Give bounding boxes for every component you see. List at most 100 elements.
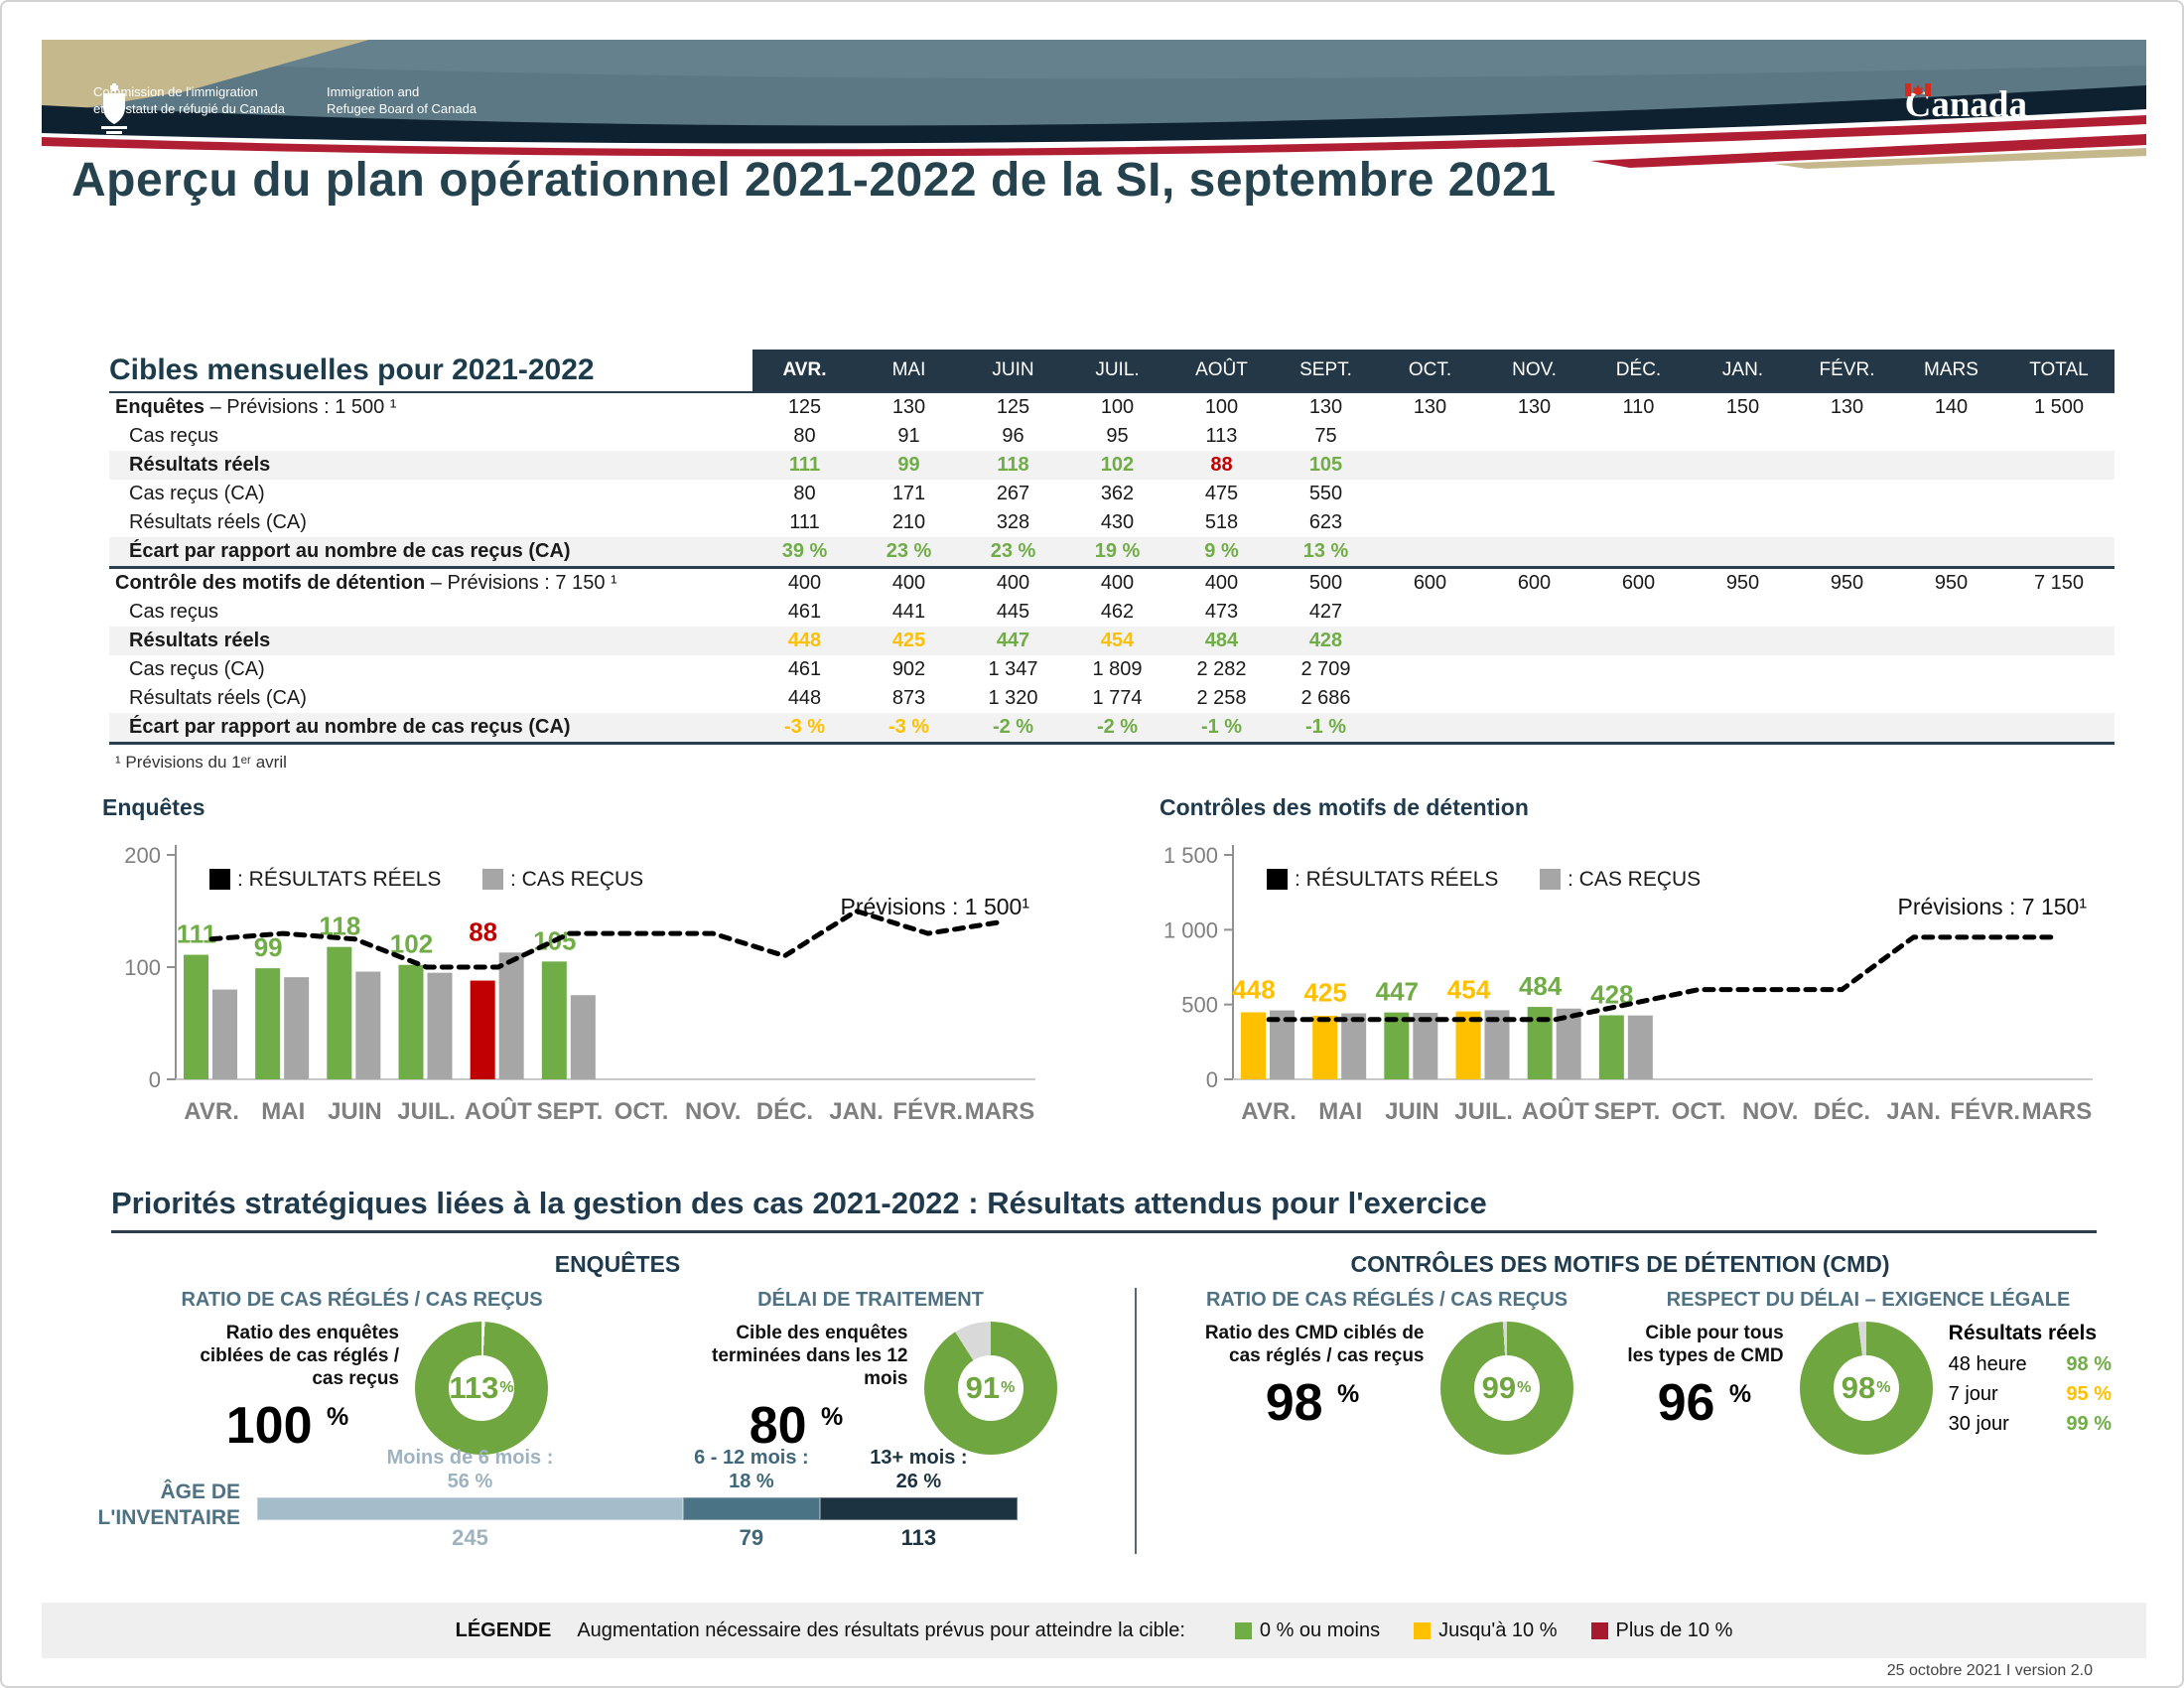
kpi-donut: 91% — [924, 1322, 1057, 1455]
coat-of-arms-icon — [93, 83, 135, 135]
result-row: 7 jour 95 % — [1949, 1383, 2112, 1406]
x-axis-label: SEPT. — [537, 1098, 604, 1125]
x-axis-label: AVR. — [184, 1098, 239, 1125]
table-cell: 99 — [857, 454, 961, 477]
legend-swatch — [209, 869, 230, 890]
cmd-chart-title: Contrôles des motifs de détention — [1160, 794, 2107, 821]
age-segment-count: 113 — [901, 1525, 937, 1551]
table-row: Enquêtes – Prévisions : 1 500 ¹125130125… — [109, 393, 2115, 422]
table-cell: 448 — [752, 687, 857, 710]
table-cell: 113 — [1169, 425, 1274, 448]
table-row: Résultats réels (CA)111210328430518623 — [109, 508, 2115, 537]
table-cell: 427 — [1274, 601, 1378, 624]
table-cell: 140 — [1899, 396, 2003, 419]
table-cell: 80 — [752, 425, 857, 448]
table-cell: 473 — [1169, 601, 1274, 624]
kpi-respect-delai: RESPECT DU DÉLAI – EXIGENCE LÉGALE Cible… — [1625, 1289, 2112, 1455]
table-cell: 130 — [1795, 396, 1899, 419]
table-cell: 210 — [857, 511, 961, 534]
table-cell: 600 — [1378, 572, 1482, 595]
age-stacked-bar — [257, 1497, 1018, 1520]
table-cell: 441 — [857, 601, 961, 624]
age-label-line2: L'INVENTAIRE — [91, 1505, 240, 1531]
legend-label: : RÉSULTATS RÉELS — [237, 868, 441, 891]
y-tick-label: 0 — [149, 1067, 161, 1092]
row-label: Résultats réels (CA) — [109, 687, 752, 710]
result-row: 30 jour 99 % — [1949, 1413, 2112, 1436]
table-cell: 400 — [1065, 572, 1169, 595]
kpi-description: Cible pour tous les types de CMD — [1625, 1322, 1784, 1367]
row-label: Résultats réels (CA) — [109, 511, 752, 534]
table-row: Cas reçus (CA)4619021 3471 8092 2822 709 — [109, 655, 2115, 684]
table-cell: 171 — [857, 483, 961, 505]
table-cell: 454 — [1065, 630, 1169, 652]
y-tick-label: 0 — [1206, 1067, 1218, 1092]
received-bar — [212, 990, 237, 1079]
row-label: Contrôle des motifs de détention – Prévi… — [109, 572, 752, 595]
table-cell: 105 — [1274, 454, 1378, 477]
month-header: DÉC. — [1586, 350, 1691, 391]
x-axis-label: MARS — [965, 1098, 1035, 1125]
table-cell: 1 347 — [961, 658, 1065, 681]
month-header: JAN. — [1691, 350, 1795, 391]
result-bar — [471, 981, 495, 1079]
legend-item: Jusqu'à 10 % — [1414, 1619, 1557, 1642]
table-cell: 873 — [857, 687, 961, 710]
cmd-results-list: Résultats réels 48 heure 98 % 7 jour 95 … — [1949, 1322, 2112, 1443]
table-cell: 1 774 — [1065, 687, 1169, 710]
received-bar — [284, 977, 309, 1079]
row-label: Écart par rapport au nombre de cas reçus… — [109, 716, 752, 739]
kpi-donut: 98% — [1800, 1322, 1933, 1455]
group-divider — [1135, 1288, 1137, 1554]
row-label: Résultats réels — [109, 454, 752, 477]
result-value: 98 % — [2066, 1353, 2112, 1376]
legend-item-label: Plus de 10 % — [1616, 1619, 1733, 1642]
row-label: Enquêtes – Prévisions : 1 500 ¹ — [109, 396, 752, 419]
age-segment-count: 79 — [740, 1525, 763, 1551]
table-cell: 445 — [961, 601, 1065, 624]
kpi-target: 98 % — [1201, 1373, 1425, 1433]
kpi-donut-value: 99% — [1440, 1322, 1573, 1455]
x-axis-label: OCT. — [1672, 1098, 1726, 1125]
table-cell: 111 — [752, 454, 857, 477]
table-cell: 96 — [961, 425, 1065, 448]
row-label-bold: Enquêtes — [115, 396, 205, 418]
result-bar — [1241, 1013, 1266, 1079]
age-segment-count: 245 — [452, 1525, 488, 1551]
result-bar — [1599, 1016, 1624, 1079]
version-footer: 25 octobre 2021 I version 2.0 — [1887, 1662, 2093, 1680]
priorities-title: Priorités stratégiques liées à la gestio… — [111, 1186, 2097, 1233]
table-cell: 950 — [1691, 572, 1795, 595]
table-cell: 19 % — [1065, 540, 1169, 563]
table-cell: 428 — [1274, 630, 1378, 652]
received-bar — [1341, 1014, 1366, 1079]
kpi-donut-value: 98% — [1800, 1322, 1933, 1455]
table-cell: -3 % — [857, 716, 961, 739]
table-cell: 550 — [1274, 483, 1378, 505]
table-cell: 430 — [1065, 511, 1169, 534]
legend-item: Plus de 10 % — [1591, 1619, 1733, 1642]
received-bar — [571, 995, 596, 1079]
kpi-description: Ratio des CMD ciblés de cas réglés / cas… — [1201, 1322, 1425, 1367]
row-label-bold: Résultats réels — [129, 454, 270, 476]
age-bar-segment — [257, 1497, 683, 1520]
y-tick-label: 1 000 — [1163, 917, 1218, 942]
table-cell: 125 — [752, 396, 857, 419]
x-axis-label: AOÛT — [465, 1097, 532, 1125]
table-cell: 39 % — [752, 540, 857, 563]
table-cell: 425 — [857, 630, 961, 652]
kpi-description: Cible des enquêtes terminées dans les 12… — [685, 1322, 908, 1390]
month-header: TOTAL — [2003, 350, 2115, 391]
x-axis-label: JAN. — [829, 1098, 884, 1125]
month-header: NOV. — [1482, 350, 1586, 391]
org-name-english: Immigration and Refugee Board of Canada — [327, 83, 477, 117]
table-cell: 902 — [857, 658, 961, 681]
table-cell: 91 — [857, 425, 961, 448]
table-cell: 950 — [1899, 572, 2003, 595]
table-cell: 75 — [1274, 425, 1378, 448]
table-cell: 950 — [1795, 572, 1899, 595]
table-cell: -2 % — [1065, 716, 1169, 739]
table-cell: 448 — [752, 630, 857, 652]
row-label-text: Résultats réels (CA) — [129, 687, 307, 709]
table-cell: 1 809 — [1065, 658, 1169, 681]
